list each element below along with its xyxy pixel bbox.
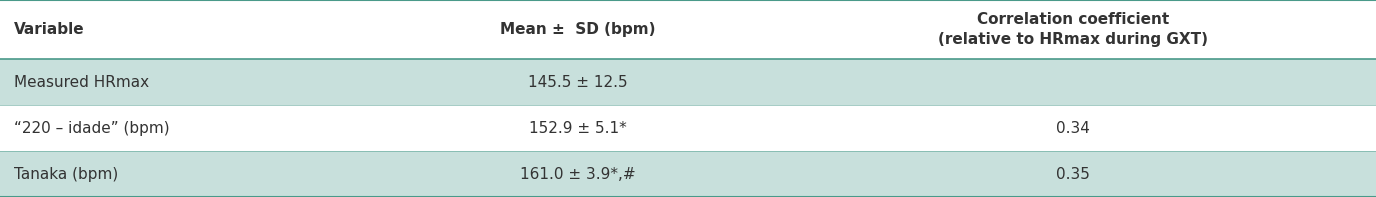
Text: Tanaka (bpm): Tanaka (bpm)	[14, 166, 118, 181]
Text: Correlation coefficient
(relative to HRmax during GXT): Correlation coefficient (relative to HRm…	[938, 12, 1208, 47]
Text: “220 – idade” (bpm): “220 – idade” (bpm)	[14, 121, 169, 136]
Text: 0.34: 0.34	[1057, 121, 1090, 136]
FancyBboxPatch shape	[0, 0, 1376, 59]
Text: Variable: Variable	[14, 22, 84, 37]
Text: 161.0 ± 3.9*,#: 161.0 ± 3.9*,#	[520, 166, 636, 181]
Text: 152.9 ± 5.1*: 152.9 ± 5.1*	[528, 121, 627, 136]
Text: Mean ±  SD (bpm): Mean ± SD (bpm)	[499, 22, 656, 37]
FancyBboxPatch shape	[0, 105, 1376, 151]
Text: Measured HRmax: Measured HRmax	[14, 75, 149, 90]
Text: 145.5 ± 12.5: 145.5 ± 12.5	[528, 75, 627, 90]
Text: 0.35: 0.35	[1057, 166, 1090, 181]
FancyBboxPatch shape	[0, 151, 1376, 197]
FancyBboxPatch shape	[0, 59, 1376, 105]
